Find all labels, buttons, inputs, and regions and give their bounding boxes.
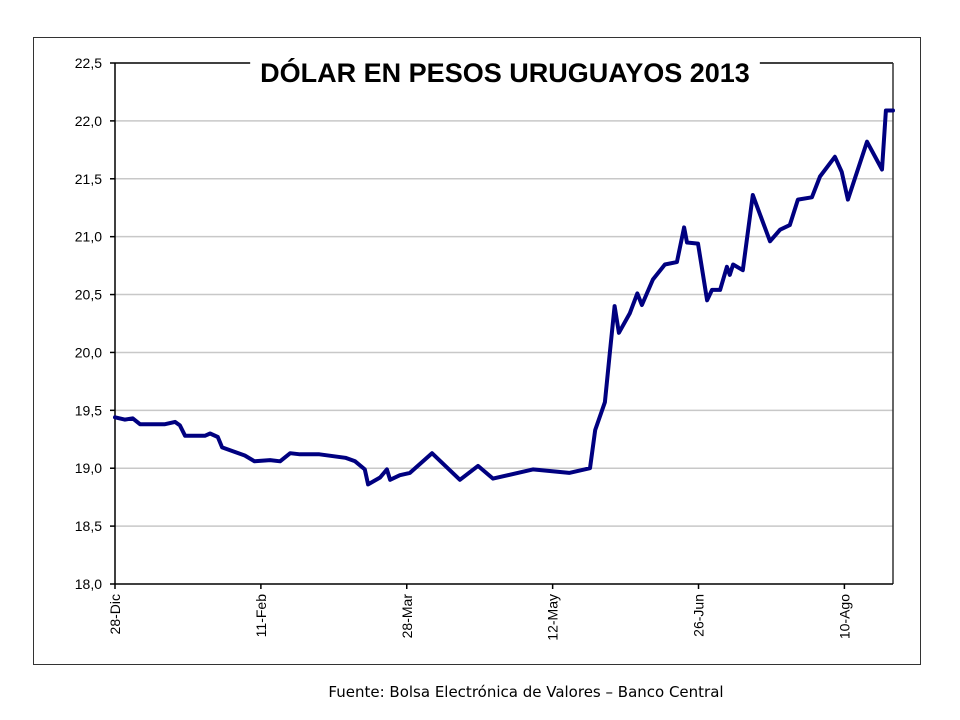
chart-title: DÓLAR EN PESOS URUGUAYOS 2013 [260,57,750,88]
y-tick-label: 18,5 [75,518,102,534]
x-tick-label: 10-Ago [836,594,852,639]
x-tick-label: 12-May [545,594,561,641]
y-tick-label: 21,0 [75,229,102,245]
y-tick-label: 20,5 [75,287,102,303]
title-background [250,57,760,88]
x-tick-label: 28-Dic [107,594,123,634]
y-tick-label: 18,0 [75,576,102,592]
x-tick-label: 11-Feb [253,594,269,638]
y-tick-label: 22,5 [75,55,102,71]
x-tick-label: 28-Mar [399,594,415,639]
y-tick-label: 19,0 [75,460,102,476]
y-tick-label: 20,0 [75,344,102,360]
x-tick-label: 26-Jun [691,594,707,637]
y-tick-label: 22,0 [75,113,102,129]
y-tick-label: 21,5 [75,171,102,187]
series-lines [113,108,895,487]
gridlines [115,120,893,527]
series-line-dolar [113,108,895,487]
source-note: Fuente: Bolsa Electrónica de Valores – B… [328,683,724,701]
chart-frame [33,37,921,665]
tick-labels: 18,0 18,5 19,0 19,5 20,0 20,5 21,0 21,5 22,0 22,5… [75,55,853,641]
axes [110,62,894,589]
title-group: DÓLAR EN PESOS URUGUAYOS 2013 [250,57,760,88]
y-tick-label: 19,5 [75,402,102,418]
